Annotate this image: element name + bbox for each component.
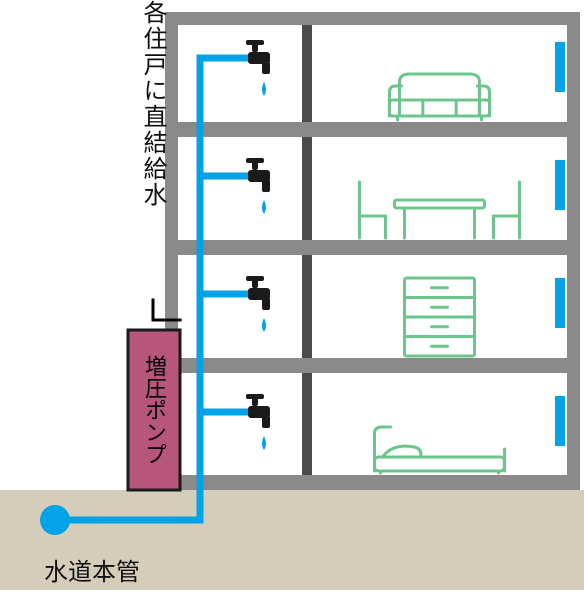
label-direct-supply: 各住戸に直結給水 (140, 0, 164, 208)
diagram-svg (0, 0, 584, 616)
label-water-main: 水道本管 (44, 552, 140, 587)
booster-pump-box: 増圧ポンプ (128, 330, 180, 490)
diagram-canvas: 各住戸に直結給水 増圧ポンプ 水道本管 (0, 0, 584, 616)
label-pump: 増圧ポンプ (138, 355, 170, 465)
